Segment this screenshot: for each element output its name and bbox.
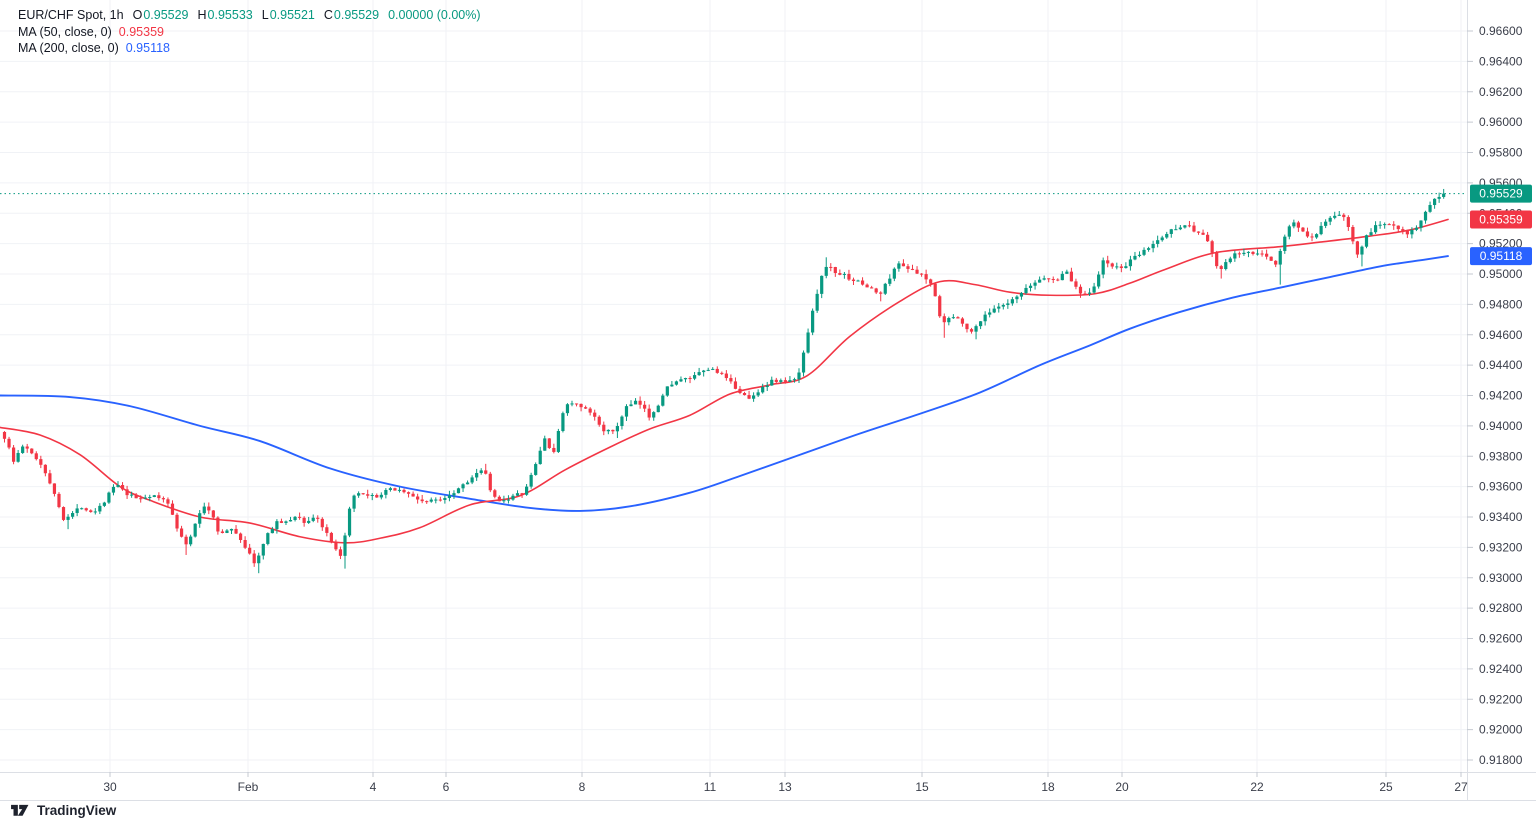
svg-text:0.95529: 0.95529 bbox=[1479, 187, 1523, 201]
change-value: 0.00000 (0.00%) bbox=[388, 8, 481, 22]
svg-text:0.96400: 0.96400 bbox=[1479, 54, 1523, 68]
svg-text:0.95000: 0.95000 bbox=[1479, 267, 1523, 281]
ma50-legend-row[interactable]: MA (50, close, 0) 0.95359 bbox=[18, 24, 481, 41]
svg-text:25: 25 bbox=[1379, 780, 1393, 794]
svg-text:0.95800: 0.95800 bbox=[1479, 146, 1523, 160]
svg-text:0.96200: 0.96200 bbox=[1479, 85, 1523, 99]
svg-text:0.95118: 0.95118 bbox=[1480, 249, 1523, 263]
ma50-label: MA (50, close, 0) bbox=[18, 24, 112, 39]
svg-text:Feb: Feb bbox=[238, 780, 259, 794]
svg-text:0.93000: 0.93000 bbox=[1479, 571, 1523, 585]
svg-text:27: 27 bbox=[1454, 780, 1468, 794]
ma200-legend-row[interactable]: MA (200, close, 0) 0.95118 bbox=[18, 40, 481, 57]
ohlc-open: O0.95529 bbox=[132, 8, 189, 22]
svg-text:20: 20 bbox=[1115, 780, 1129, 794]
svg-text:15: 15 bbox=[915, 780, 929, 794]
svg-text:11: 11 bbox=[704, 780, 717, 794]
tradingview-logo-icon bbox=[11, 804, 29, 816]
svg-text:0.94800: 0.94800 bbox=[1479, 297, 1523, 311]
svg-text:18: 18 bbox=[1041, 780, 1055, 794]
price-axis-labels[interactable]: 0.966000.964000.962000.960000.958000.956… bbox=[1467, 24, 1523, 767]
svg-text:0.94400: 0.94400 bbox=[1479, 358, 1523, 372]
svg-text:0.96000: 0.96000 bbox=[1479, 115, 1523, 129]
svg-text:0.93400: 0.93400 bbox=[1479, 510, 1523, 524]
svg-text:0.94200: 0.94200 bbox=[1479, 389, 1523, 403]
ma200-value: 0.95118 bbox=[125, 41, 171, 55]
svg-text:0.92200: 0.92200 bbox=[1479, 692, 1523, 706]
chart-legend: EUR/CHF Spot, 1h O0.95529 H0.95533 L0.95521… bbox=[18, 7, 481, 57]
tradingview-logo-text: TradingView bbox=[37, 803, 117, 818]
ma50-value: 0.95359 bbox=[118, 24, 164, 39]
svg-text:0.94600: 0.94600 bbox=[1479, 328, 1523, 342]
svg-text:0.92800: 0.92800 bbox=[1479, 601, 1523, 615]
svg-text:0.94000: 0.94000 bbox=[1479, 419, 1523, 433]
svg-text:30: 30 bbox=[103, 780, 117, 794]
svg-text:0.92400: 0.92400 bbox=[1479, 662, 1523, 676]
ohlc-low: L0.95521 bbox=[261, 8, 315, 22]
svg-text:0.96600: 0.96600 bbox=[1479, 24, 1523, 38]
symbol-title: EUR/CHF Spot, 1h bbox=[18, 8, 124, 22]
svg-text:0.93800: 0.93800 bbox=[1479, 449, 1523, 463]
grid-lines bbox=[0, 0, 1467, 772]
svg-text:22: 22 bbox=[1250, 780, 1264, 794]
time-axis-labels[interactable]: 30 Feb 4 6 8 11 13 15 18 20 22 25 27 bbox=[103, 772, 1468, 794]
svg-text:6: 6 bbox=[443, 780, 450, 794]
ma200-label: MA (200, close, 0) bbox=[18, 41, 119, 55]
svg-text:0.93600: 0.93600 bbox=[1479, 480, 1523, 494]
svg-text:0.93200: 0.93200 bbox=[1479, 540, 1523, 554]
symbol-row[interactable]: EUR/CHF Spot, 1h O0.95529 H0.95533 L0.95521… bbox=[18, 7, 481, 24]
tradingview-logo[interactable]: TradingView bbox=[10, 802, 116, 819]
svg-text:0.92600: 0.92600 bbox=[1479, 632, 1523, 646]
svg-text:8: 8 bbox=[579, 780, 586, 794]
price-badges: 0.95529 0.95359 0.95118 bbox=[1470, 184, 1532, 266]
ma200-line bbox=[0, 255, 1449, 512]
svg-text:0.92000: 0.92000 bbox=[1479, 723, 1523, 737]
svg-text:13: 13 bbox=[778, 780, 792, 794]
ma50-line bbox=[0, 218, 1449, 544]
svg-text:4: 4 bbox=[370, 780, 377, 794]
ohlc-high: H0.95533 bbox=[197, 8, 253, 22]
ohlc-close: C0.95529 bbox=[323, 8, 380, 22]
svg-text:0.95359: 0.95359 bbox=[1479, 212, 1523, 226]
candles-series bbox=[2, 188, 1446, 574]
svg-text:0.91800: 0.91800 bbox=[1479, 753, 1523, 767]
